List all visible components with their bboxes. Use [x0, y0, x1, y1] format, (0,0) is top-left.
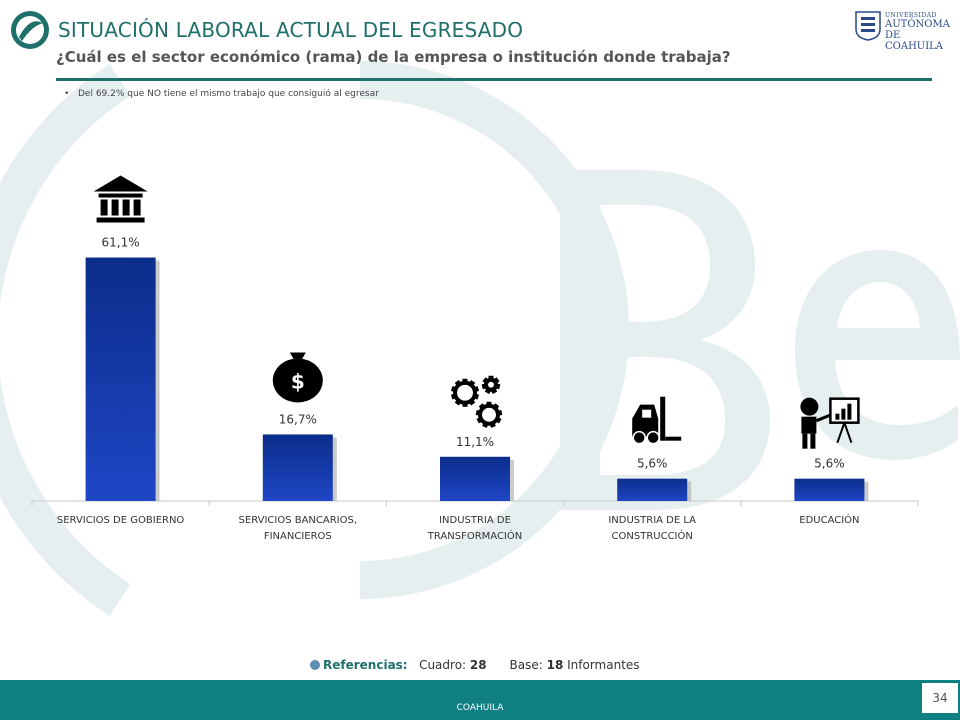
- base-value: 18: [546, 658, 564, 672]
- bar: [262, 434, 333, 501]
- note-body: Del 69.2% que NO tiene el mismo trabajo …: [78, 89, 379, 99]
- bar: [440, 456, 510, 501]
- bar-data-label: 61,1%: [102, 236, 140, 250]
- globe-logo-icon: [11, 11, 49, 49]
- money-bag-icon: $: [272, 352, 323, 403]
- bar: [794, 478, 865, 501]
- bar-data-label: 11,1%: [456, 435, 494, 449]
- footer-bar: [0, 680, 960, 720]
- base-unit: Informantes: [567, 658, 640, 672]
- header-divider: [56, 78, 932, 81]
- note-bullet: •: [64, 89, 70, 99]
- bar: [85, 257, 156, 501]
- x-tick-label: SERVICIOS DE GOBIERNO: [57, 515, 185, 526]
- gears-icon: [450, 375, 503, 428]
- university-crest-icon: [855, 11, 881, 41]
- bar: [617, 478, 688, 501]
- bank-icon: [93, 175, 148, 223]
- references-bullet-icon: [310, 660, 320, 670]
- footer-label: COAHUILA: [456, 703, 504, 713]
- forklift-icon: [632, 396, 682, 445]
- references: Referencias: Cuadro: 28 Base: 18 Informa…: [310, 658, 640, 672]
- university-line1: UNIVERSIDAD: [885, 12, 937, 19]
- bar-data-label: 5,6%: [814, 457, 845, 471]
- x-tick-label: INDUSTRIA DE TRANSFORMACIÓN: [427, 515, 522, 542]
- page-subtitle: ¿Cuál es el sector económico (rama) de l…: [56, 48, 731, 66]
- note-text: • Del 69.2% que NO tiene el mismo trabaj…: [64, 87, 404, 102]
- university-line2: AUTÓNOMA: [885, 19, 950, 30]
- university-line3: DE COAHUILA: [885, 30, 944, 52]
- x-tick-label: INDUSTRIA DE LA CONSTRUCCIÓN: [608, 515, 696, 542]
- base-label: Base:: [509, 658, 543, 672]
- teacher-icon: [800, 397, 860, 449]
- page-title: SITUACIÓN LABORAL ACTUAL DEL EGRESADO: [58, 18, 524, 42]
- references-label: Referencias:: [323, 658, 408, 672]
- cuadro-label: Cuadro:: [419, 658, 467, 672]
- cuadro-value: 28: [469, 658, 487, 672]
- bar-data-label: 16,7%: [279, 412, 317, 426]
- svg-text:$: $: [291, 369, 305, 393]
- bar-data-label: 5,6%: [637, 457, 668, 471]
- page-number: 34: [922, 683, 958, 713]
- x-tick-label: SERVICIOS BANCARIOS, FINANCIEROS: [239, 515, 358, 542]
- university-logo: UNIVERSIDAD AUTÓNOMA DE COAHUILA: [855, 10, 955, 52]
- x-tick-label: EDUCACIÓN: [799, 513, 859, 526]
